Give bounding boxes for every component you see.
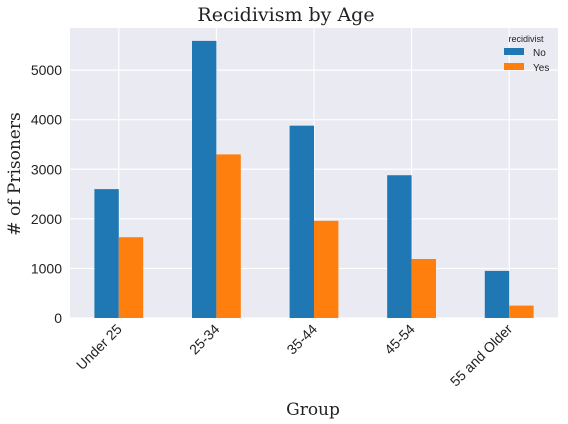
x-axis-label: Group [286,400,340,420]
y-tick-label: 4000 [31,112,62,128]
y-axis-label: # of Prisoners [5,112,25,235]
x-axis-ticks: Under 25 25-34 35-44 45-54 55 and Older [73,321,516,390]
bar-yes-2 [314,220,339,318]
y-tick-label: 5000 [31,62,62,78]
bar-no-4 [484,270,510,318]
y-tick-label: 0 [54,310,62,326]
bar-yes-4 [509,305,534,318]
bar-no-3 [387,175,412,318]
chart-title: Recidivism by Age [197,4,374,26]
x-tick-label: Under 25 [73,321,125,373]
bar-yes-3 [411,259,436,318]
y-tick-label: 1000 [31,260,62,276]
bar-yes-0 [118,237,144,318]
legend-label-no: No [533,48,546,59]
bar-no-1 [192,40,217,319]
x-tick-label: 55 and Older [447,321,516,390]
legend-swatch-no [504,48,524,55]
bar-yes-1 [216,154,241,318]
y-tick-label: 3000 [31,161,62,177]
legend-label-yes: Yes [533,63,549,74]
x-tick-label: 45-54 [381,321,418,358]
x-tick-label: 25-34 [186,321,223,358]
bar-no-0 [94,189,119,318]
y-axis-ticks: 0 1000 2000 3000 4000 5000 [31,62,62,326]
y-tick-label: 2000 [31,211,62,227]
legend: recidivist No Yes [504,34,549,74]
bar-no-2 [289,125,314,319]
x-tick-label: 35-44 [283,321,320,358]
bars [94,40,534,319]
legend-swatch-yes [504,63,524,70]
legend-title: recidivist [508,34,544,44]
